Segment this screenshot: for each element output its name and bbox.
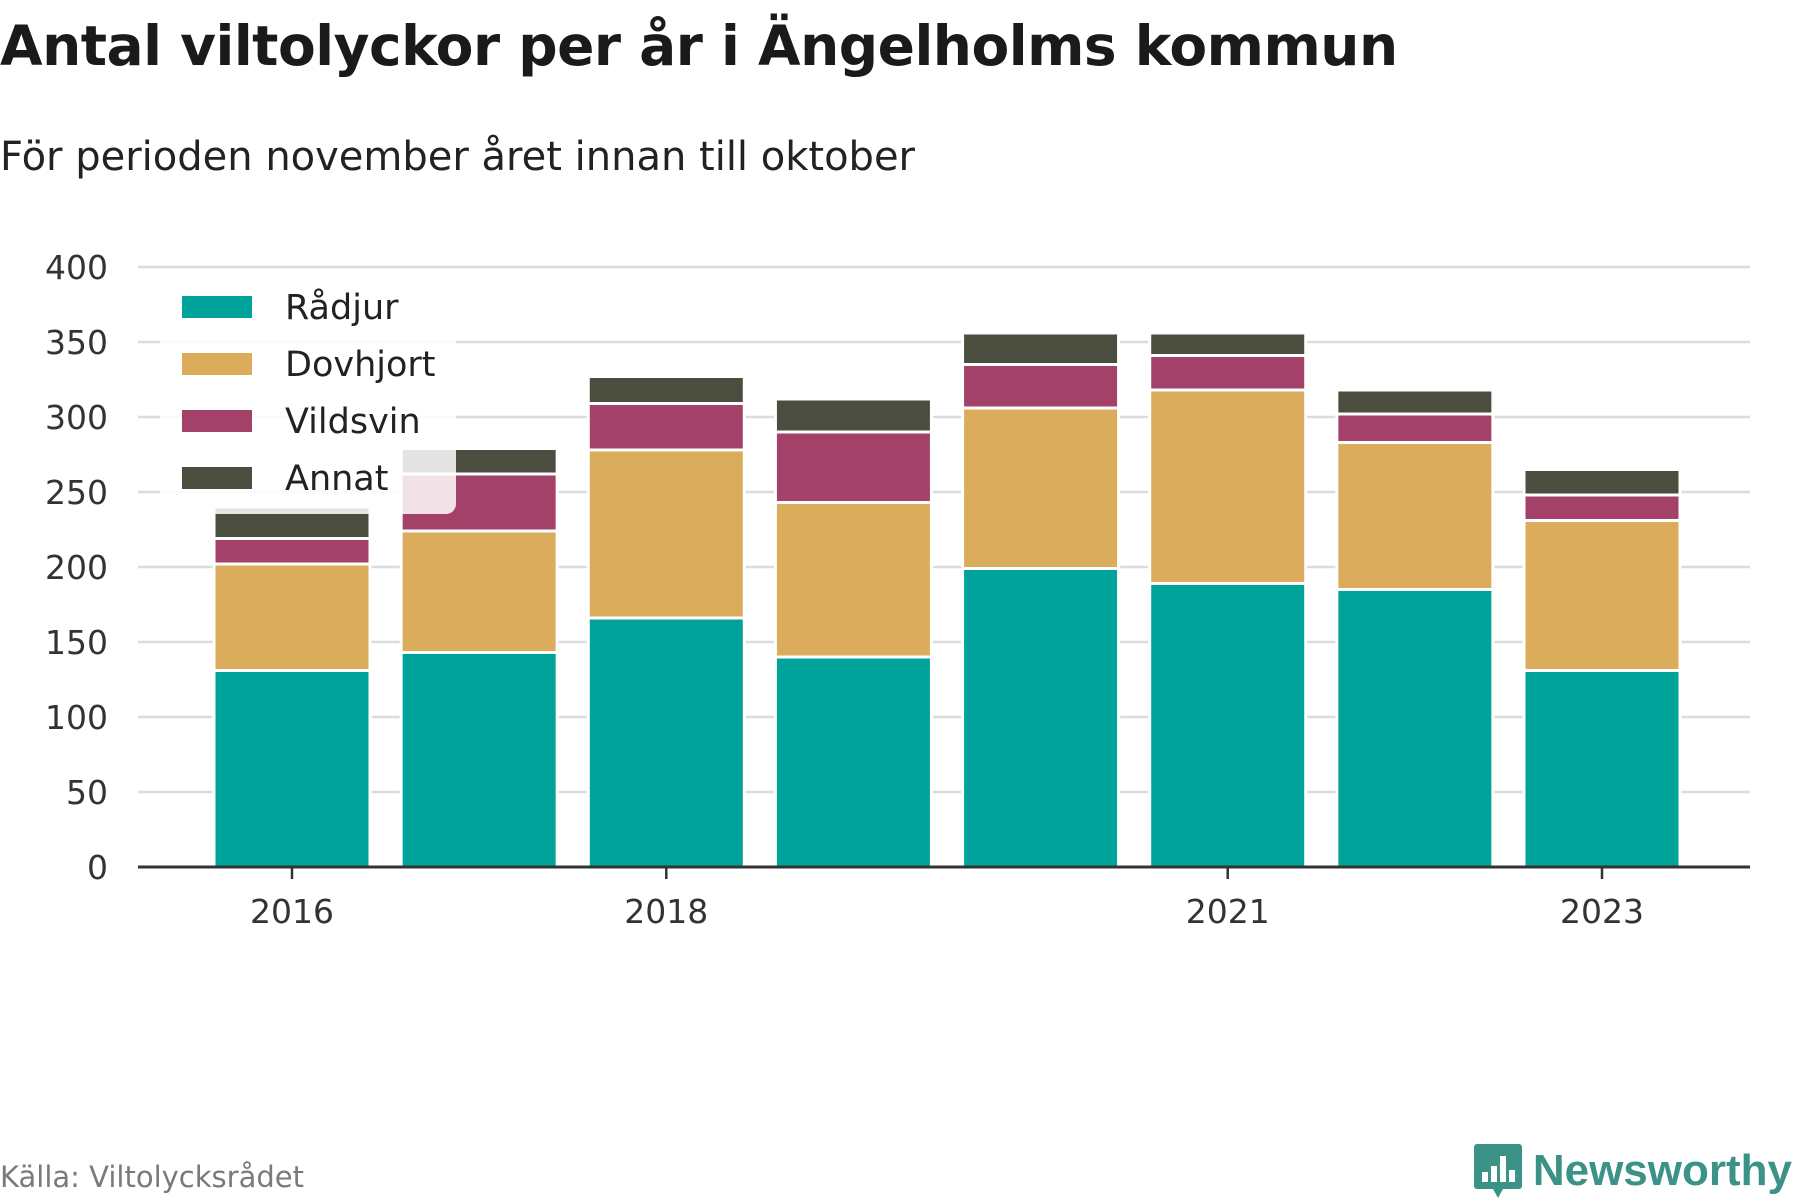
- y-tick-label: 50: [66, 773, 108, 812]
- legend-swatch: [182, 296, 252, 318]
- y-tick-label: 250: [45, 473, 108, 512]
- chart-title: Antal viltolyckor per år i Ängelholms ko…: [0, 14, 1398, 78]
- bar-segment: [586, 448, 746, 620]
- bar-segment: [1522, 493, 1682, 522]
- bar-segment: [212, 669, 372, 869]
- chart-subtitle: För perioden november året innan till ok…: [0, 134, 915, 180]
- legend-label: Vildsvin: [285, 402, 421, 442]
- bar-segment: [1522, 519, 1682, 672]
- legend-label: Annat: [285, 459, 388, 499]
- bar-segment: [1335, 588, 1495, 869]
- stacked-bar-chart: 0 50 100 150 200 250 300 350 400 2016 2018 2021 2023…: [45, 248, 1750, 931]
- bar-segment: [1522, 669, 1682, 869]
- brand-name: Newsworthy: [1532, 1146, 1792, 1195]
- bar-segment: [399, 651, 559, 869]
- bar-segment: [586, 402, 746, 452]
- x-tick-label: 2021: [1186, 892, 1270, 931]
- x-tick-label: 2018: [624, 892, 708, 931]
- bar-segment: [1148, 388, 1308, 585]
- bar-segment: [212, 537, 372, 566]
- bar-segment: [773, 397, 933, 434]
- y-tick-label: 200: [45, 548, 108, 587]
- bar-segment: [586, 375, 746, 405]
- legend-background: [160, 274, 456, 514]
- bar-segment: [773, 430, 933, 504]
- legend-swatch: [182, 467, 252, 489]
- y-tick-label: 300: [45, 398, 108, 437]
- bar-segment: [1148, 331, 1308, 357]
- bar-segment: [1148, 582, 1308, 869]
- bar-segment: [212, 562, 372, 672]
- source-note: Källa: Viltolycksrådet: [0, 1160, 304, 1194]
- y-tick-label: 0: [87, 848, 108, 887]
- bar-segment: [961, 406, 1121, 570]
- bar-segment: [961, 331, 1121, 366]
- bar-segment: [961, 567, 1121, 869]
- legend-label: Rådjur: [285, 287, 399, 328]
- bar-segment: [1335, 412, 1495, 444]
- bar-segment: [1148, 354, 1308, 392]
- bar-segment: [586, 616, 746, 869]
- bar-segment: [961, 363, 1121, 410]
- legend-swatch: [182, 410, 252, 432]
- bar-segment: [1335, 388, 1495, 416]
- bar-segment: [773, 655, 933, 869]
- x-tick-label: 2023: [1560, 892, 1644, 931]
- y-tick-label: 350: [45, 323, 108, 362]
- bar-segment: [773, 501, 933, 659]
- newsworthy-logo: Newsworthy: [1473, 1142, 1792, 1200]
- y-tick-label: 400: [45, 248, 108, 287]
- bar-segment: [1522, 468, 1682, 497]
- y-tick-label: 100: [45, 698, 108, 737]
- bar-segment: [1335, 441, 1495, 591]
- y-tick-label: 150: [45, 623, 108, 662]
- legend-swatch: [182, 353, 252, 375]
- x-tick-label: 2016: [250, 892, 334, 931]
- newsworthy-logo-icon: [1473, 1144, 1522, 1198]
- legend-label: Dovhjort: [285, 345, 436, 385]
- bar-segment: [399, 529, 559, 654]
